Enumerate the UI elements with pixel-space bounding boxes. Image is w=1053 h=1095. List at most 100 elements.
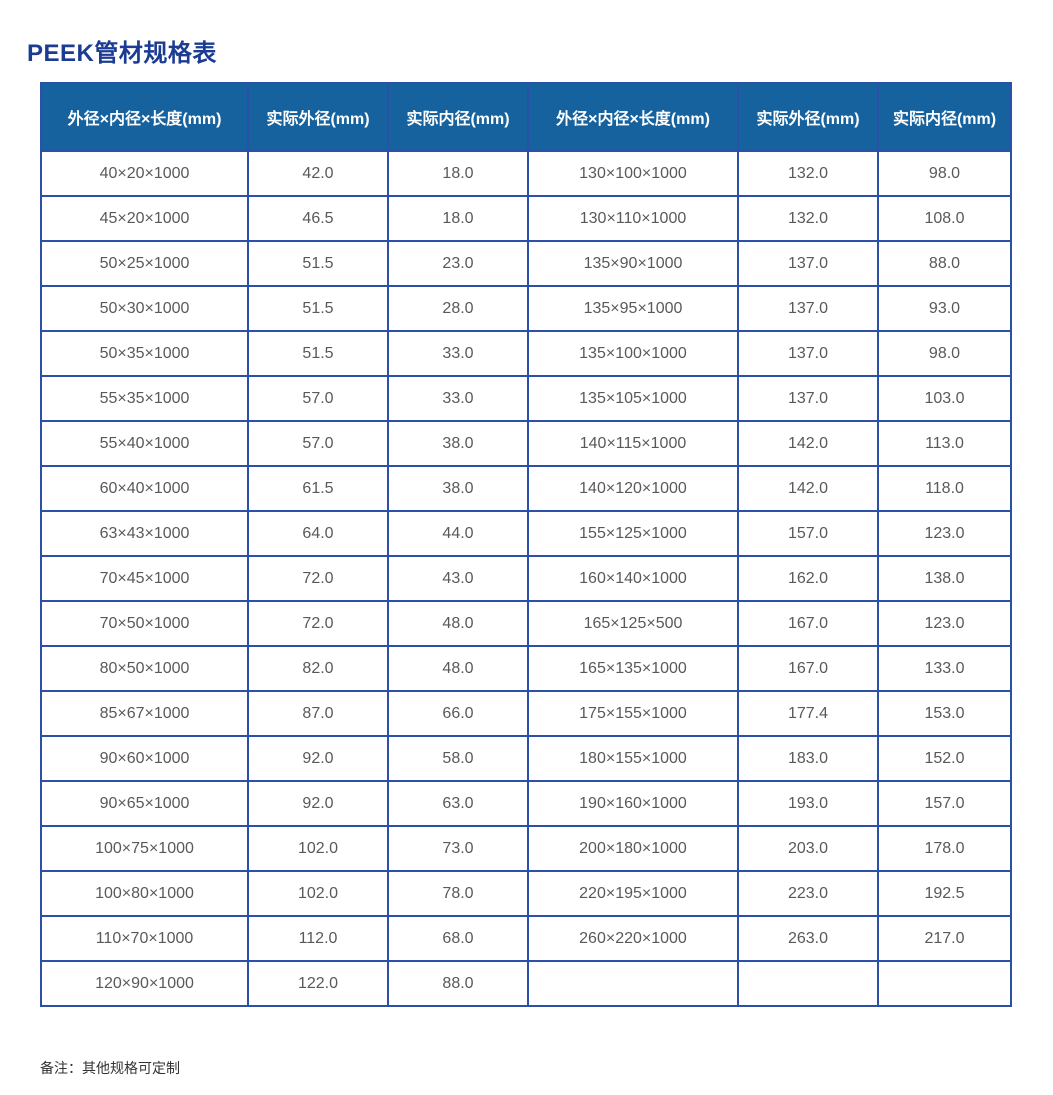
cell-r3-c5: 93.0 — [877, 285, 1012, 332]
footnote: 备注：其他规格可定制 — [40, 1060, 180, 1076]
cell-r2-c4: 137.0 — [737, 240, 879, 287]
cell-r6-c0: 55×40×1000 — [40, 420, 249, 467]
table-row: 40×20×1000 42.0 18.0 130×100×1000 132.0 98.0 — [40, 150, 1012, 197]
cell-r13-c5: 152.0 — [877, 735, 1012, 782]
cell-r14-c2: 63.0 — [387, 780, 529, 827]
cell-r10-c1: 72.0 — [247, 600, 389, 647]
cell-r18-c5 — [877, 960, 1012, 1007]
cell-r6-c5: 113.0 — [877, 420, 1012, 467]
cell-r2-c3: 135×90×1000 — [527, 240, 739, 287]
cell-r17-c0: 110×70×1000 — [40, 915, 249, 962]
table-row: 55×40×1000 57.0 38.0 140×115×1000 142.0 113.0 — [40, 420, 1012, 467]
cell-r17-c4: 263.0 — [737, 915, 879, 962]
cell-r1-c5: 108.0 — [877, 195, 1012, 242]
cell-r18-c1: 122.0 — [247, 960, 389, 1007]
cell-r0-c2: 18.0 — [387, 150, 529, 197]
cell-r13-c2: 58.0 — [387, 735, 529, 782]
column-header-3: 外径×内径×长度(mm) — [527, 82, 739, 152]
table-row: 63×43×1000 64.0 44.0 155×125×1000 157.0 123.0 — [40, 510, 1012, 557]
cell-r3-c4: 137.0 — [737, 285, 879, 332]
cell-r10-c3: 165×125×500 — [527, 600, 739, 647]
cell-r11-c3: 165×135×1000 — [527, 645, 739, 692]
cell-r5-c0: 55×35×1000 — [40, 375, 249, 422]
cell-r9-c5: 138.0 — [877, 555, 1012, 602]
table-row: 80×50×1000 82.0 48.0 165×135×1000 167.0 133.0 — [40, 645, 1012, 692]
table-row: 100×75×1000 102.0 73.0 200×180×1000 203.0 178… — [40, 825, 1012, 872]
cell-r8-c0: 63×43×1000 — [40, 510, 249, 557]
cell-r11-c0: 80×50×1000 — [40, 645, 249, 692]
cell-r1-c1: 46.5 — [247, 195, 389, 242]
cell-r7-c5: 118.0 — [877, 465, 1012, 512]
cell-r14-c4: 193.0 — [737, 780, 879, 827]
cell-r13-c4: 183.0 — [737, 735, 879, 782]
cell-r9-c3: 160×140×1000 — [527, 555, 739, 602]
cell-r12-c1: 87.0 — [247, 690, 389, 737]
cell-r13-c0: 90×60×1000 — [40, 735, 249, 782]
peek-tube-spec-table: 外径×内径×长度(mm) 实际外径(mm) 实际内径(mm) 外径×内径×长度(mm)… — [40, 82, 1012, 1007]
cell-r13-c1: 92.0 — [247, 735, 389, 782]
table-row: 55×35×1000 57.0 33.0 135×105×1000 137.0 103.0 — [40, 375, 1012, 422]
cell-r4-c3: 135×100×1000 — [527, 330, 739, 377]
table-row: 70×50×1000 72.0 48.0 165×125×500 167.0 123.0 — [40, 600, 1012, 647]
cell-r6-c4: 142.0 — [737, 420, 879, 467]
table-row: 110×70×1000 112.0 68.0 260×220×1000 263.0 217… — [40, 915, 1012, 962]
cell-r15-c3: 200×180×1000 — [527, 825, 739, 872]
cell-r8-c1: 64.0 — [247, 510, 389, 557]
table-header-row: 外径×内径×长度(mm) 实际外径(mm) 实际内径(mm) 外径×内径×长度(mm)… — [40, 82, 1012, 152]
cell-r3-c3: 135×95×1000 — [527, 285, 739, 332]
cell-r11-c4: 167.0 — [737, 645, 879, 692]
cell-r4-c2: 33.0 — [387, 330, 529, 377]
cell-r8-c2: 44.0 — [387, 510, 529, 557]
cell-r10-c0: 70×50×1000 — [40, 600, 249, 647]
cell-r3-c0: 50×30×1000 — [40, 285, 249, 332]
column-header-5: 实际内径(mm) — [877, 82, 1012, 152]
cell-r18-c0: 120×90×1000 — [40, 960, 249, 1007]
cell-r16-c2: 78.0 — [387, 870, 529, 917]
cell-r18-c3 — [527, 960, 739, 1007]
cell-r12-c3: 175×155×1000 — [527, 690, 739, 737]
cell-r6-c2: 38.0 — [387, 420, 529, 467]
cell-r2-c0: 50×25×1000 — [40, 240, 249, 287]
cell-r0-c0: 40×20×1000 — [40, 150, 249, 197]
table-row: 70×45×1000 72.0 43.0 160×140×1000 162.0 138.0 — [40, 555, 1012, 602]
cell-r7-c0: 60×40×1000 — [40, 465, 249, 512]
table-row: 50×30×1000 51.5 28.0 135×95×1000 137.0 93.0 — [40, 285, 1012, 332]
cell-r0-c4: 132.0 — [737, 150, 879, 197]
cell-r2-c1: 51.5 — [247, 240, 389, 287]
table-row: 45×20×1000 46.5 18.0 130×110×1000 132.0 108.0 — [40, 195, 1012, 242]
table-row: 60×40×1000 61.5 38.0 140×120×1000 142.0 118.0 — [40, 465, 1012, 512]
cell-r16-c0: 100×80×1000 — [40, 870, 249, 917]
cell-r2-c5: 88.0 — [877, 240, 1012, 287]
column-header-4: 实际外径(mm) — [737, 82, 879, 152]
cell-r7-c2: 38.0 — [387, 465, 529, 512]
cell-r7-c3: 140×120×1000 — [527, 465, 739, 512]
cell-r14-c5: 157.0 — [877, 780, 1012, 827]
cell-r17-c1: 112.0 — [247, 915, 389, 962]
table-row: 100×80×1000 102.0 78.0 220×195×1000 223.0 192… — [40, 870, 1012, 917]
table-row: 50×35×1000 51.5 33.0 135×100×1000 137.0 98.0 — [40, 330, 1012, 377]
column-header-2: 实际内径(mm) — [387, 82, 529, 152]
cell-r3-c2: 28.0 — [387, 285, 529, 332]
cell-r14-c3: 190×160×1000 — [527, 780, 739, 827]
cell-r17-c5: 217.0 — [877, 915, 1012, 962]
cell-r9-c2: 43.0 — [387, 555, 529, 602]
cell-r5-c1: 57.0 — [247, 375, 389, 422]
cell-r9-c1: 72.0 — [247, 555, 389, 602]
cell-r12-c0: 85×67×1000 — [40, 690, 249, 737]
cell-r10-c4: 167.0 — [737, 600, 879, 647]
cell-r6-c3: 140×115×1000 — [527, 420, 739, 467]
cell-r3-c1: 51.5 — [247, 285, 389, 332]
cell-r16-c3: 220×195×1000 — [527, 870, 739, 917]
cell-r18-c4 — [737, 960, 879, 1007]
cell-r11-c1: 82.0 — [247, 645, 389, 692]
cell-r14-c0: 90×65×1000 — [40, 780, 249, 827]
cell-r16-c4: 223.0 — [737, 870, 879, 917]
cell-r5-c3: 135×105×1000 — [527, 375, 739, 422]
cell-r17-c2: 68.0 — [387, 915, 529, 962]
cell-r10-c5: 123.0 — [877, 600, 1012, 647]
cell-r15-c2: 73.0 — [387, 825, 529, 872]
table-header: 外径×内径×长度(mm) 实际外径(mm) 实际内径(mm) 外径×内径×长度(mm)… — [40, 82, 1012, 152]
cell-r4-c1: 51.5 — [247, 330, 389, 377]
cell-r10-c2: 48.0 — [387, 600, 529, 647]
column-header-1: 实际外径(mm) — [247, 82, 389, 152]
